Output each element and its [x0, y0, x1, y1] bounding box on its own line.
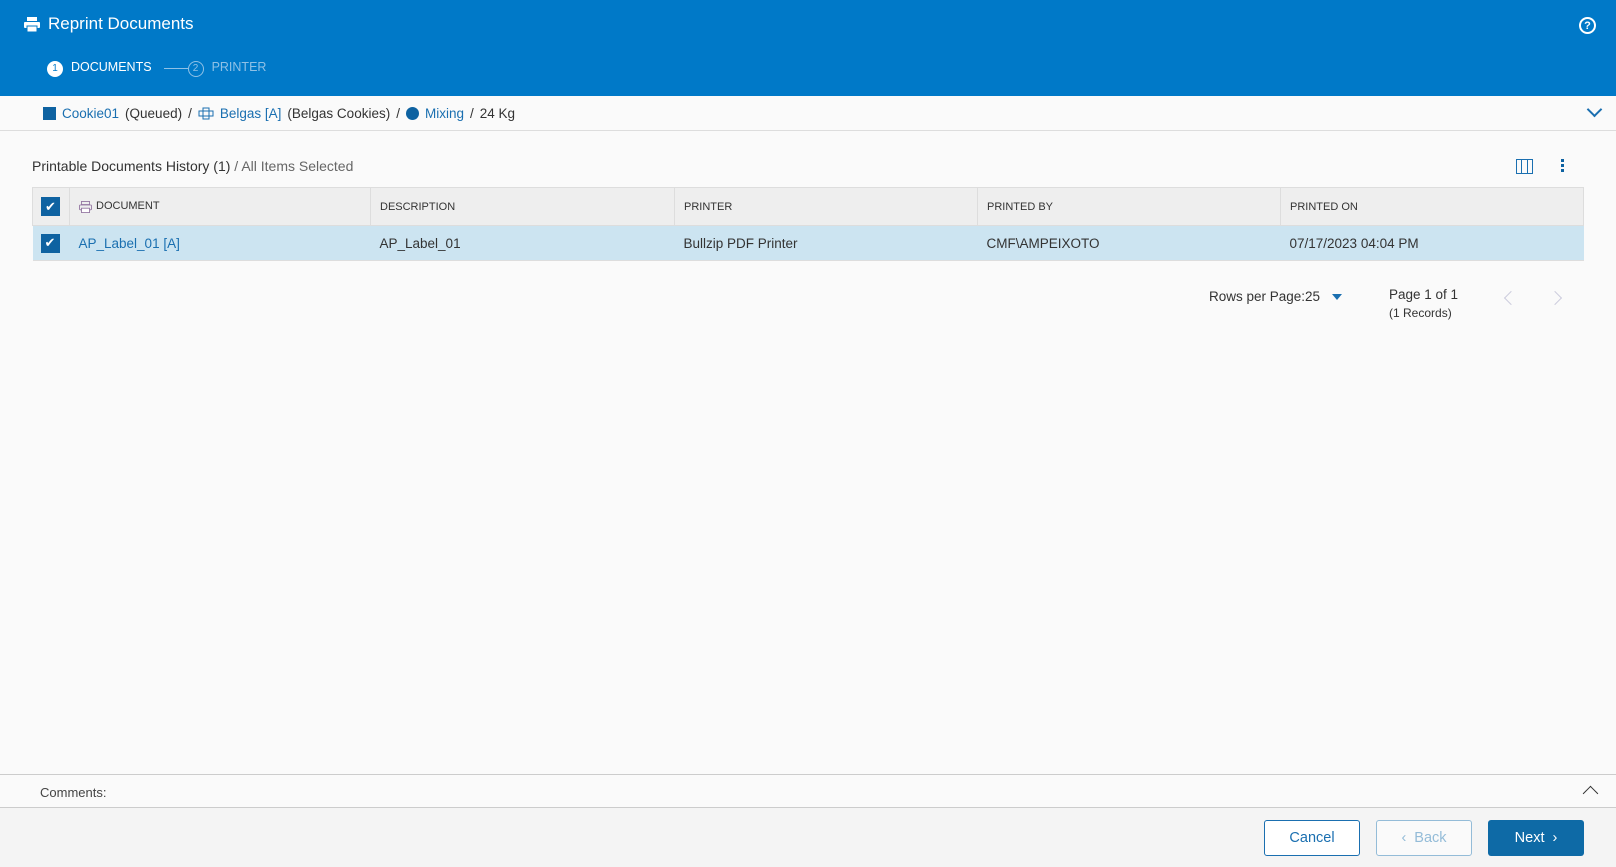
dialog-title: Reprint Documents — [24, 14, 194, 34]
product-link[interactable]: Belgas [A] — [219, 105, 282, 121]
next-page-icon[interactable] — [1547, 290, 1563, 306]
column-printed-by[interactable]: PRINTED BY — [977, 187, 1281, 226]
footer — [0, 808, 1616, 867]
column-printer[interactable]: PRINTER — [674, 187, 978, 226]
caret-down-icon — [1332, 294, 1343, 301]
printer-icon — [24, 16, 40, 32]
back-button[interactable]: ‹ Back — [1376, 820, 1472, 856]
rows-per-page-select[interactable]: Rows per Page:25 — [1209, 289, 1343, 304]
row-checkbox[interactable]: ✔ — [40, 233, 60, 253]
section-title: Printable Documents History (1) / All It… — [32, 158, 354, 174]
table-row[interactable]: ✔ AP_Label_01 [A] AP_Label_01 Bullzip PD… — [32, 225, 1584, 261]
step-link[interactable]: Mixing — [424, 105, 464, 121]
step-printer[interactable]: 2 PRINTER — [187, 60, 266, 77]
comments-bar[interactable]: Comments: — [0, 774, 1616, 808]
column-printed-on[interactable]: PRINTED ON — [1280, 187, 1584, 226]
prev-page-icon[interactable] — [1503, 290, 1519, 306]
cell-description: AP_Label_01 — [370, 225, 675, 261]
step-icon — [405, 106, 419, 120]
documents-table: ✔ DOCUMENT DESCRIPTION PRINTER PRINTED B… — [32, 187, 1584, 261]
page-info: Page 1 of 1 (1 Records) — [1389, 287, 1459, 320]
cell-printed-on: 07/17/2023 04:04 PM — [1280, 225, 1584, 261]
cancel-button[interactable]: Cancel — [1264, 820, 1360, 856]
step-documents[interactable]: 1 DOCUMENTS — [47, 60, 152, 77]
chevron-left-icon: ‹ — [1401, 830, 1407, 846]
product-icon — [198, 107, 214, 119]
next-button[interactable]: Next › — [1488, 820, 1584, 856]
more-options-icon[interactable] — [1561, 159, 1564, 172]
breadcrumb: Cookie01 (Queued) / Belgas [A] (Belgas C… — [0, 96, 1616, 131]
chevron-right-icon: › — [1552, 830, 1558, 846]
cell-printer: Bullzip PDF Printer — [674, 225, 978, 261]
select-all-checkbox[interactable]: ✔ — [41, 197, 60, 216]
printer-icon — [79, 200, 92, 213]
table-header: ✔ DOCUMENT DESCRIPTION PRINTER PRINTED B… — [32, 187, 1584, 226]
column-document[interactable]: DOCUMENT — [69, 187, 371, 226]
material-icon — [43, 106, 56, 120]
step-connector — [163, 67, 188, 69]
cell-printed-by: CMF\AMPEIXOTO — [977, 225, 1281, 261]
columns-icon[interactable] — [1516, 159, 1533, 174]
document-link[interactable]: AP_Label_01 [A] — [78, 235, 180, 251]
header: Reprint Documents ? 1 DOCUMENTS 2 PRINTER — [0, 0, 1616, 96]
order-link[interactable]: Cookie01 — [62, 105, 120, 121]
wizard-steps: 1 DOCUMENTS 2 PRINTER — [47, 60, 266, 77]
help-icon[interactable]: ? — [1579, 17, 1596, 34]
column-description[interactable]: DESCRIPTION — [370, 187, 675, 226]
